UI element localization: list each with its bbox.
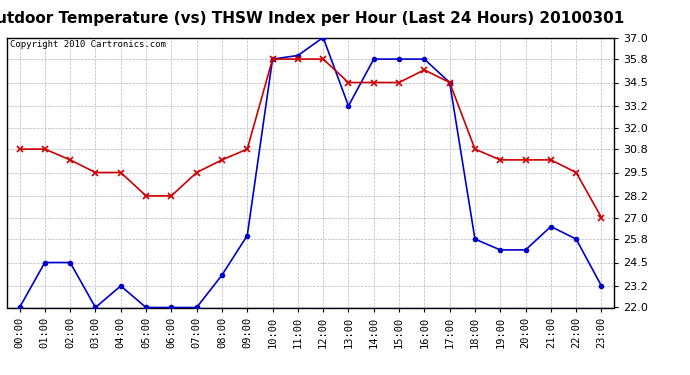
Text: Outdoor Temperature (vs) THSW Index per Hour (Last 24 Hours) 20100301: Outdoor Temperature (vs) THSW Index per … <box>0 11 624 26</box>
Text: Copyright 2010 Cartronics.com: Copyright 2010 Cartronics.com <box>10 40 166 49</box>
